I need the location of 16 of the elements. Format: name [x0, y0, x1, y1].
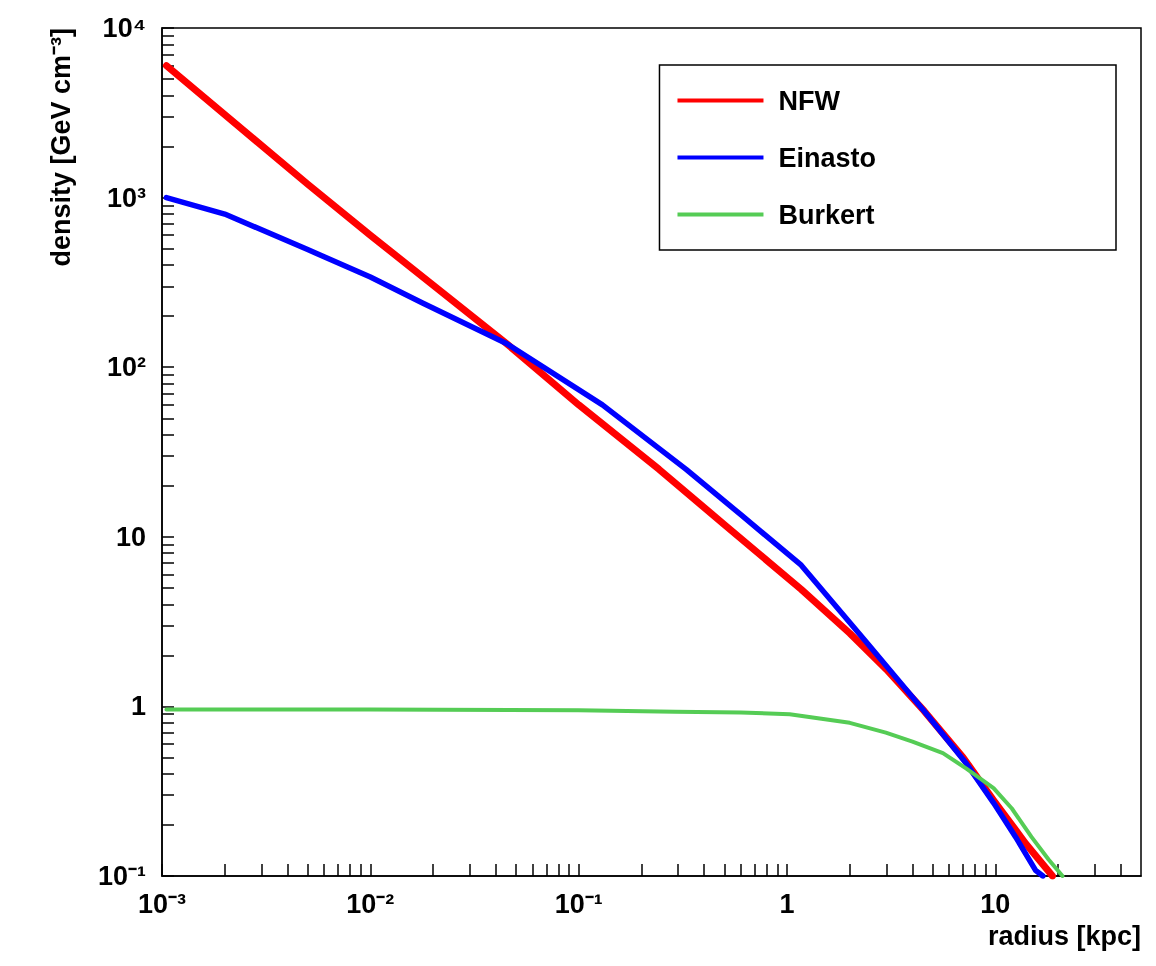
legend-label: Einasto: [778, 142, 877, 173]
x-tick-label: 10: [980, 888, 1011, 919]
y-tick-label: 10²: [106, 352, 146, 383]
x-axis-title: radius [kpc]: [987, 920, 1141, 951]
y-tick-label: 1: [130, 691, 146, 722]
x-tick-label: 10⁻²: [346, 888, 395, 919]
x-tick-label: 1: [779, 888, 795, 919]
y-tick-label: 10⁴: [102, 13, 146, 43]
legend-label: Burkert: [778, 199, 875, 230]
legend-label: NFW: [778, 85, 841, 116]
x-tick-label: 10⁻³: [137, 888, 187, 919]
y-axis-title: density [GeV cm⁻³]: [45, 28, 76, 267]
y-tick-label: 10⁻¹: [97, 861, 146, 891]
y-tick-label: 10: [115, 521, 146, 552]
x-tick-label: 10⁻¹: [554, 888, 603, 919]
y-tick-label: 10³: [106, 182, 146, 213]
